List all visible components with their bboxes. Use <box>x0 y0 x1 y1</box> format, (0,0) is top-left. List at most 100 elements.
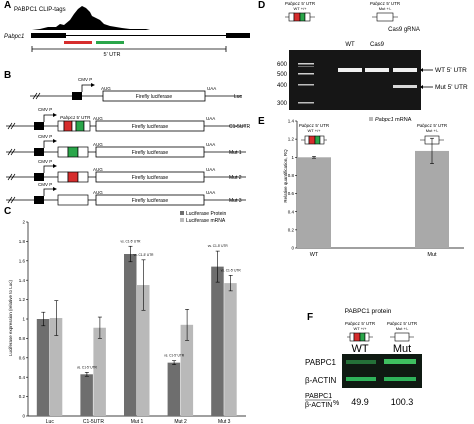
legend-label-mrna: Luciferase mRNA <box>186 218 226 224</box>
x-tick-label: C1-5UTR <box>83 419 105 424</box>
y-tick-label: 1.2 <box>19 297 26 302</box>
e-wt-cartoon <box>301 135 327 145</box>
f-lane-wt: WT <box>351 343 368 355</box>
f-wt-gene: Pabpc1 <box>345 321 361 326</box>
e-bar <box>297 157 331 248</box>
y-tick-label: 0.4 <box>19 375 26 380</box>
chart-c-ylabel: Luciferase expression (relative to Luc) <box>8 279 13 356</box>
e-y-tick-label: 1.4 <box>288 119 295 124</box>
cmv-label: CMV P <box>38 134 52 139</box>
bar <box>124 254 137 416</box>
cmv-label: CMV P <box>78 77 92 82</box>
construct-mut-2: CMV P AUG Firefly luciferase UAA Mut 2 <box>6 159 246 183</box>
f-ratio-mut: 100.3 <box>391 397 414 407</box>
green-region-bar <box>96 41 124 44</box>
e-x-tick-label: WT <box>310 252 319 258</box>
fluc-label: Firefly luciferase <box>132 150 169 156</box>
f-mut-title: Pabpc1 5' UTR <box>387 321 418 326</box>
ladder-400: 400 <box>277 83 288 89</box>
e-wt-genotype: WT +/+ <box>307 128 321 133</box>
panel-a: A PABPC1 CLIP-tags Pabpc1 5' UTR <box>4 0 250 58</box>
panel-f: F PABPC1 protein Pabpc1 5' UTR WT +/+ Pa… <box>305 308 422 409</box>
f-mut-genotype: Mut +/- <box>396 326 409 331</box>
y-tick-label: 2 <box>22 220 25 225</box>
construct-luc: CMV P AUG Firefly luciferase UAA Luc <box>30 77 243 102</box>
f-ratio-top: PABPC1 <box>305 393 332 400</box>
f-mut-suffix: 5' UTR <box>402 321 418 326</box>
construct-name: C1-5UTR <box>229 124 251 130</box>
construct-c1-5utr: CMV P Pabpc1 5' UTR AUG Firefly lucifera… <box>6 107 251 132</box>
uaa-label: UAA <box>206 167 215 172</box>
lane-label-wt: WT <box>345 42 355 48</box>
significance-label: vs. C1-5' UTR <box>164 354 185 358</box>
panel-e: E Pabpc1 mRNA Relative quantification, R… <box>258 116 464 258</box>
ladder-600: 600 <box>277 62 288 68</box>
e-y-tick-label: 0.8 <box>288 173 295 178</box>
significance-label: vs. C1-5' UTR <box>77 365 98 369</box>
e-wt-gene: Pabpc1 <box>299 123 315 128</box>
f-ratio-wt: 49.9 <box>351 397 369 407</box>
ladder-300: 300 <box>277 101 288 107</box>
bar <box>36 319 50 416</box>
x-tick-label: Mut 3 <box>218 419 231 424</box>
d-wt-title: Pabpc1 5' UTR <box>285 1 316 6</box>
e-y-tick-label: 1 <box>291 155 294 160</box>
legend-swatch-protein <box>180 211 184 215</box>
cmv-label: CMV P <box>38 107 52 112</box>
e-y-tick-label: 0.4 <box>288 209 295 214</box>
f-lane-mut: Mut <box>393 343 411 355</box>
aug-label: AUG <box>93 116 103 121</box>
f-wt-genotype: WT +/+ <box>353 326 367 331</box>
significance-label: vs. C1-5' UTR <box>134 253 155 257</box>
utr-label-gene: Pabpc1 <box>60 115 76 120</box>
e-bar <box>415 150 449 248</box>
construct-name: Luc <box>234 94 243 100</box>
panel-c: C Luciferase expression (relative to Luc… <box>4 206 246 424</box>
band-label-wt: WT 5' UTR <box>435 67 467 74</box>
d-mut-title: Pabpc1 5' UTR <box>370 1 401 6</box>
e-legend-suffix: mRNA <box>394 117 412 123</box>
e-y-tick-label: 0.2 <box>288 227 295 232</box>
significance-label: vs. C1-5' UTR <box>221 268 242 272</box>
aug-label: AUG <box>93 167 103 172</box>
significance-label: vs. C1-5' UTR <box>121 239 142 243</box>
f-row-pabpc1: PABPC1 <box>305 358 337 367</box>
e-y-tick-label: 1.2 <box>288 137 295 142</box>
panel-d-letter: D <box>258 0 265 11</box>
bar <box>180 324 194 416</box>
legend-swatch-mrna <box>180 218 184 222</box>
d-wt-cartoon <box>285 12 315 22</box>
e-wt-title: Pabpc1 5' UTR <box>299 123 330 128</box>
f-wt-title: Pabpc1 5' UTR <box>345 321 376 326</box>
aug-label: AUG <box>93 142 103 147</box>
bar <box>224 283 237 416</box>
utr-label: 5' UTR <box>104 52 121 58</box>
f-row-actin: β-ACTIN <box>305 376 336 385</box>
fluc-label: Firefly luciferase <box>132 175 169 181</box>
aug-label: AUG <box>101 86 111 91</box>
cmv-label: CMV P <box>38 182 52 187</box>
utr-span <box>31 46 227 52</box>
construct-name: Mut 1 <box>229 150 242 156</box>
uaa-label: UAA <box>206 142 215 147</box>
panel-a-letter: A <box>4 0 11 11</box>
bar <box>49 318 63 416</box>
construct-mut-3: CMV P AUG Firefly luciferase UAA Mut 3 <box>6 182 246 206</box>
panel-c-letter: C <box>4 206 11 217</box>
cmv-label: CMV P <box>38 159 52 164</box>
d-wt-suffix: 5' UTR <box>300 1 316 6</box>
clip-tag-track <box>32 6 150 30</box>
aug-label: AUG <box>93 190 103 195</box>
e-y-tick-label: 0 <box>291 246 294 251</box>
d-mut-suffix: 5' UTR <box>385 1 401 6</box>
e-mut-title: Pabpc1 5' UTR <box>417 123 448 128</box>
f-wt-suffix: 5' UTR <box>360 321 376 326</box>
bar <box>167 362 181 416</box>
x-tick-label: Mut 2 <box>174 419 187 424</box>
dna-gel <box>289 50 421 110</box>
legend-label-protein: Luciferase Protein <box>186 211 227 217</box>
panel-e-letter: E <box>258 116 265 127</box>
construct-name: Mut 3 <box>229 198 242 204</box>
e-mut-gene: Pabpc1 <box>417 123 433 128</box>
